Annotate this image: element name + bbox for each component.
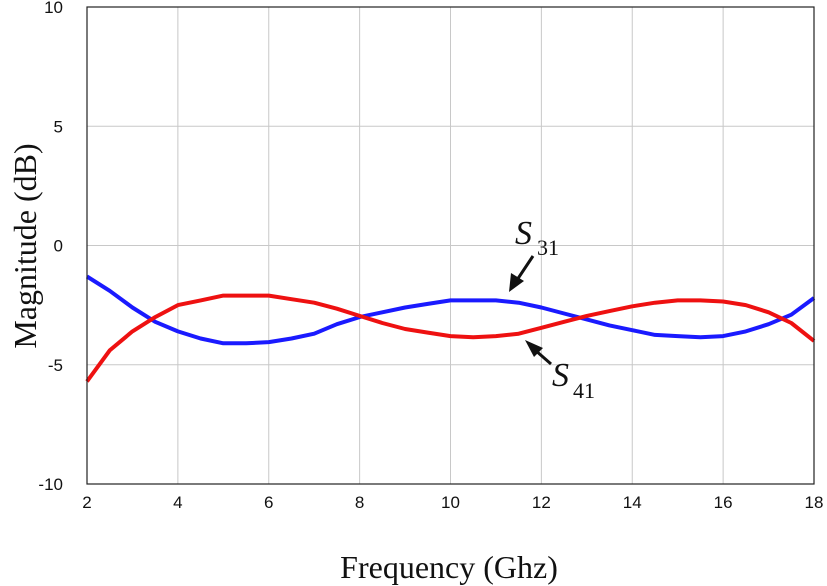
y-tick-label-0: 0 [54,237,63,256]
annotation-s41-arrow-head [525,340,543,357]
series-line-s31 [85,274,816,346]
x-tick-label-12: 12 [532,493,551,512]
annotation-s31: S 31 [509,215,559,292]
x-tick-label-16: 16 [714,493,733,512]
annotation-s41: S 41 [525,340,595,403]
annotation-s31-subscript: 31 [537,235,559,260]
x-tick-label-4: 4 [173,493,182,512]
annotation-s31-arrow-head [509,273,524,292]
annotation-s31-arrow-shaft [515,255,535,281]
grid [86,6,815,485]
x-tick-label-14: 14 [623,493,642,512]
series-layer [85,274,816,383]
y-axis-title: Magnitude (dB) [7,143,43,348]
x-axis-title: Frequency (Ghz) [340,549,558,585]
y-tick-label-5: 5 [54,117,63,136]
tick-labels: 2 4 6 8 10 12 14 16 18 -10 -5 0 5 10 [38,0,823,512]
x-tick-label-8: 8 [355,493,364,512]
x-tick-label-6: 6 [264,493,273,512]
plot-frame [86,6,815,485]
annotation-s41-letter: S [552,357,569,394]
series-line-s41 [85,293,816,383]
y-tick-label-10: 10 [44,0,63,17]
annotation-s31-letter: S [515,215,532,252]
x-tick-label-2: 2 [82,493,91,512]
x-tick-label-18: 18 [805,493,824,512]
y-tick-label--10: -10 [38,475,63,494]
annotation-s41-subscript: 41 [573,378,595,403]
x-tick-label-10: 10 [441,493,460,512]
y-tick-label--5: -5 [48,356,63,375]
